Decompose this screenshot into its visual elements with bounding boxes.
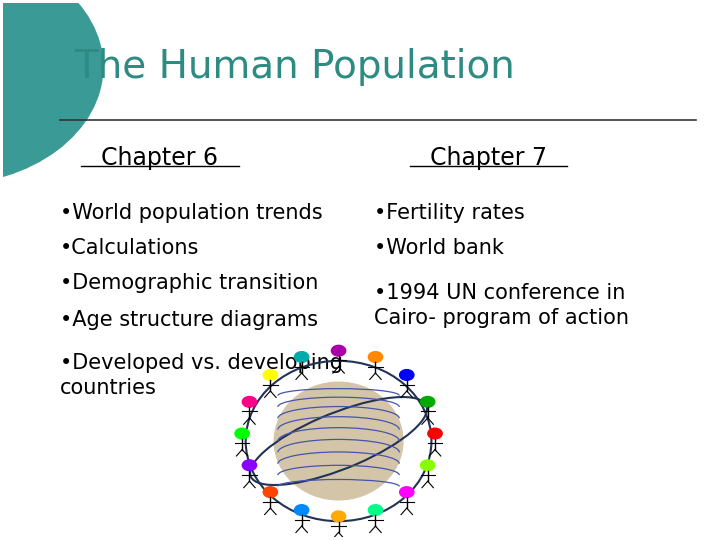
Text: Chapter 6: Chapter 6 [102,146,218,170]
Circle shape [369,505,382,515]
Text: •Age structure diagrams: •Age structure diagrams [60,310,318,330]
Circle shape [264,369,277,380]
Circle shape [369,352,382,362]
Text: •World population trends: •World population trends [60,203,323,223]
Text: Chapter 7: Chapter 7 [430,146,547,170]
Circle shape [235,428,249,439]
Circle shape [264,487,277,497]
Circle shape [0,0,103,185]
Ellipse shape [274,382,403,500]
Circle shape [420,396,435,407]
Circle shape [331,346,346,356]
Circle shape [400,369,414,380]
Text: •Calculations: •Calculations [60,238,199,258]
Text: •1994 UN conference in
Cairo- program of action: •1994 UN conference in Cairo- program of… [374,284,629,328]
Circle shape [331,511,346,522]
Text: •Fertility rates: •Fertility rates [374,203,525,223]
Text: •Developed vs. developing
countries: •Developed vs. developing countries [60,353,343,397]
Circle shape [294,505,309,515]
Circle shape [294,352,309,362]
Circle shape [243,460,256,470]
Text: The Human Population: The Human Population [74,48,515,86]
Circle shape [243,396,256,407]
Circle shape [400,487,414,497]
Circle shape [428,428,442,439]
Text: •Demographic transition: •Demographic transition [60,273,318,293]
Circle shape [420,460,435,470]
Text: •World bank: •World bank [374,238,504,258]
